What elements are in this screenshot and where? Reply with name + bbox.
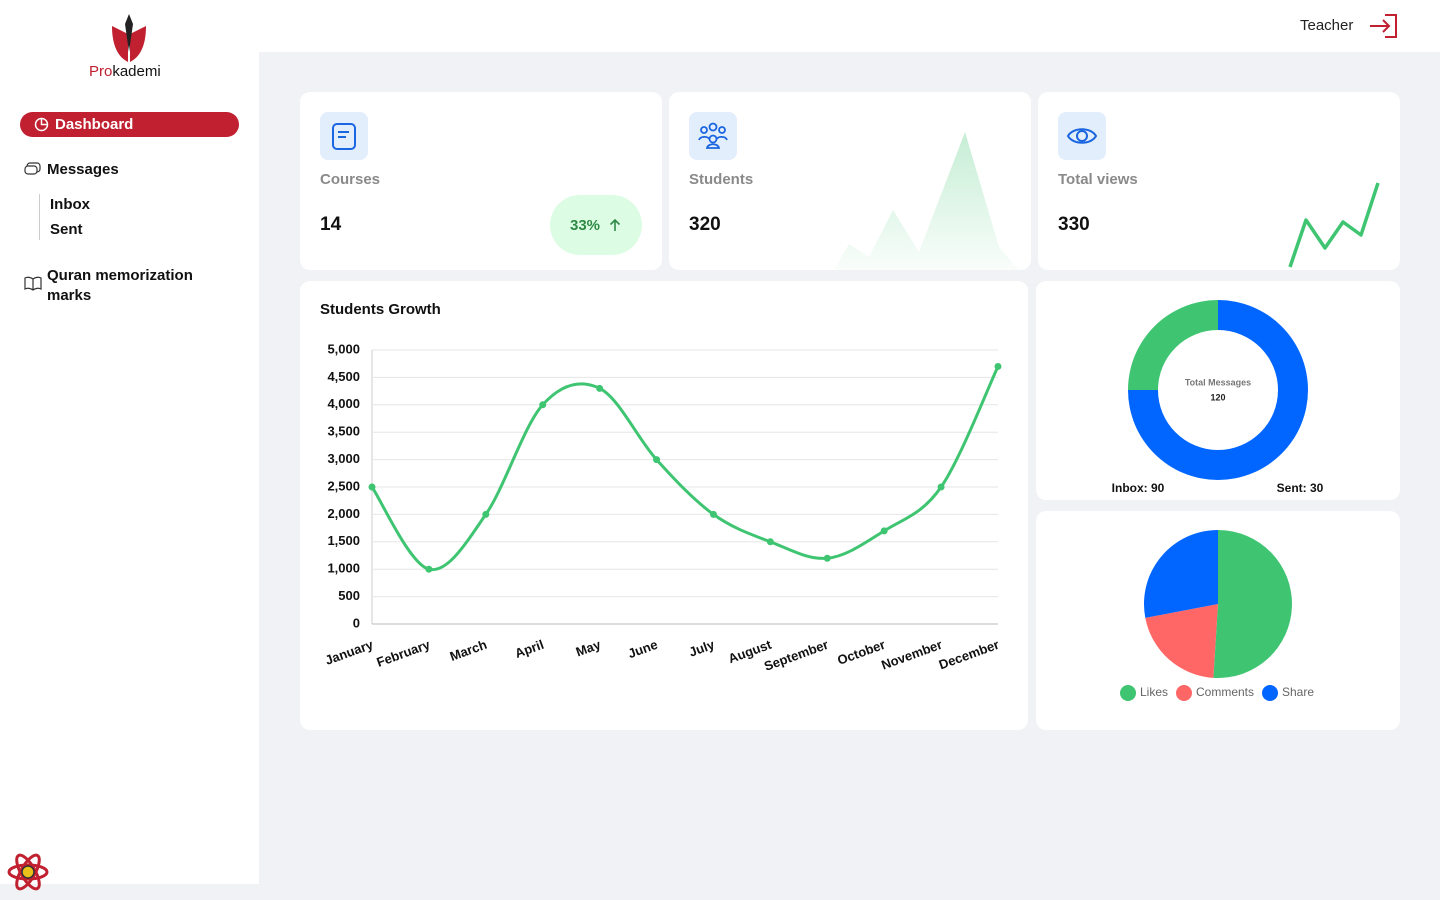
- pie-slice: [1213, 530, 1292, 678]
- brand: Prokademi: [89, 63, 161, 80]
- point: [539, 401, 547, 409]
- point: [425, 565, 433, 573]
- point: [596, 384, 604, 392]
- card-label: Total views: [1058, 171, 1138, 188]
- x-tick-label: February: [375, 636, 433, 669]
- legend-swatch: [1176, 685, 1192, 701]
- brand-prefix: Pro: [89, 63, 113, 80]
- y-tick-label: 3,000: [327, 451, 360, 466]
- brand-suffix: kademi: [112, 63, 161, 80]
- x-tick-label: October: [835, 637, 887, 668]
- messages-icon: [24, 162, 41, 175]
- point: [766, 538, 774, 546]
- quran-icon: [24, 276, 42, 291]
- point: [709, 510, 717, 518]
- growth-badge: 33%: [550, 195, 642, 255]
- x-tick-label: June: [626, 637, 660, 661]
- pie-slice: [1144, 530, 1218, 618]
- legend-label: Comments: [1196, 685, 1254, 699]
- nav-messages[interactable]: Messages: [47, 161, 119, 178]
- donut-segment: [1128, 300, 1218, 390]
- dashboard-icon: [34, 117, 49, 132]
- up-arrow: [609, 218, 621, 231]
- donut-center-title: Total Messages: [1185, 377, 1251, 387]
- card-courses: Courses 14 33%: [300, 92, 662, 270]
- logo-mark: [112, 14, 146, 62]
- point: [937, 483, 945, 491]
- card-icon: [320, 112, 368, 160]
- point: [880, 527, 888, 535]
- chart-title: Students Growth: [320, 301, 441, 318]
- donut-segment: [1128, 300, 1308, 480]
- legend-swatch: [1120, 685, 1136, 701]
- point: [823, 554, 831, 562]
- x-tick-label: December: [937, 637, 1001, 673]
- decorative-sparkline: [834, 132, 1019, 270]
- logout-button[interactable]: [1369, 13, 1399, 39]
- y-tick-label: 1,000: [327, 561, 360, 576]
- nav-tree-line: [39, 194, 40, 240]
- user-role: Teacher: [1300, 17, 1354, 34]
- y-tick-label: 4,000: [327, 396, 360, 411]
- card-views: Total views 330: [1038, 92, 1400, 270]
- x-tick-label: November: [879, 637, 944, 673]
- badge-text: 33%: [570, 217, 601, 234]
- point: [482, 510, 490, 518]
- point: [653, 456, 661, 464]
- x-tick-label: September: [762, 637, 830, 674]
- pie-slice: [1145, 604, 1218, 678]
- react-badge: [7, 853, 49, 891]
- card-icon: [1058, 112, 1106, 160]
- card-label: Courses: [320, 171, 381, 188]
- point: [994, 362, 1002, 370]
- card-value: 320: [689, 214, 721, 235]
- y-tick-label: 2,000: [327, 506, 360, 521]
- x-tick-label: April: [513, 637, 546, 661]
- card-value: 330: [1058, 214, 1090, 235]
- x-tick-label: May: [574, 636, 604, 659]
- x-tick-label: July: [687, 636, 717, 659]
- y-tick-label: 500: [338, 588, 360, 603]
- card-value: 14: [320, 214, 342, 235]
- y-tick-label: 3,500: [327, 424, 360, 439]
- legend-label: Likes: [1140, 685, 1168, 699]
- legend-swatch: [1262, 685, 1278, 701]
- nav-label: Dashboard: [55, 116, 134, 133]
- point: [368, 483, 376, 491]
- card-students: Students 320: [669, 92, 1031, 270]
- line: [370, 365, 1000, 572]
- nav-dashboard[interactable]: Dashboard: [20, 112, 239, 137]
- segment-label: Inbox: 90: [1112, 481, 1165, 495]
- donut-center-total: 120: [1210, 392, 1225, 402]
- sidebar: Prokademi Dashboard Messages Inbox Sent …: [0, 0, 259, 891]
- nav-sent[interactable]: Sent: [50, 221, 83, 238]
- segment-label: Sent: 30: [1277, 481, 1324, 495]
- y-tick-label: 5,000: [327, 341, 360, 356]
- nav-inbox[interactable]: Inbox: [50, 196, 90, 213]
- y-tick-label: 0: [353, 615, 360, 630]
- card-label: Students: [689, 171, 754, 188]
- card-icon: [689, 112, 737, 160]
- nav-quran[interactable]: Quran memorization marks: [47, 267, 193, 304]
- header: Teacher: [259, 0, 1440, 52]
- x-tick-label: January: [323, 636, 376, 667]
- legend-label: Share: [1282, 685, 1314, 699]
- x-tick-label: March: [448, 637, 489, 664]
- decorative-sparkline: [1288, 182, 1380, 268]
- growth-card: [300, 281, 1028, 730]
- y-tick-label: 1,500: [327, 533, 360, 548]
- y-tick-label: 4,500: [327, 369, 360, 384]
- y-tick-label: 2,500: [327, 478, 360, 493]
